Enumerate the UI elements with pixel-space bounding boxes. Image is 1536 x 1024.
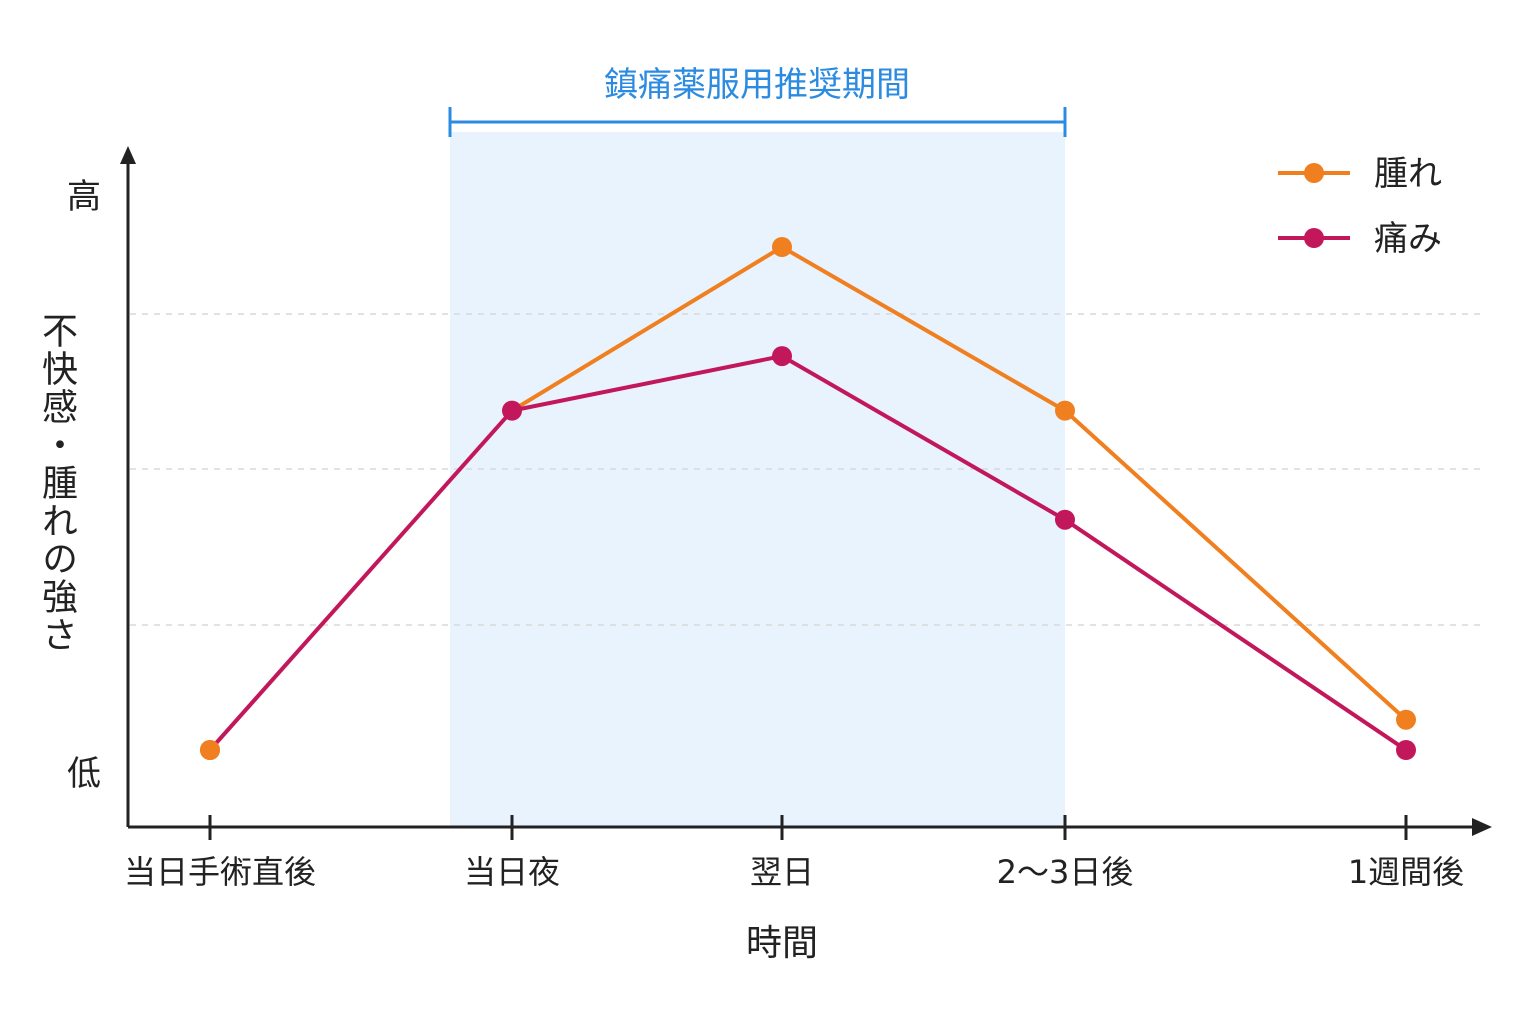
x-ticks: 当日手術直後 当日夜 翌日 2〜3日後 1週間後 (124, 815, 1464, 891)
highlight-band (450, 132, 1065, 827)
gridlines (130, 313, 1480, 626)
x-tick-label: 当日夜 (464, 853, 560, 891)
x-tick-label: 翌日 (750, 853, 814, 891)
legend-marker (1304, 228, 1324, 248)
data-point-pain (1396, 740, 1416, 760)
y-tick-high: 高 (67, 177, 101, 217)
x-axis-arrow (1472, 818, 1492, 836)
highlight-label: 鎮痛薬服用推奨期間 (604, 65, 910, 105)
data-point-swelling (200, 740, 220, 760)
y-axis-arrow (120, 146, 136, 164)
legend-marker (1304, 163, 1324, 183)
legend-label: 痛み (1374, 219, 1442, 259)
x-tick-label: 2〜3日後 (997, 853, 1134, 891)
data-point-pain (1055, 509, 1075, 530)
data-point-swelling (1396, 709, 1416, 730)
y-tick-low: 低 (67, 754, 101, 794)
series-line-swelling (510, 245, 1408, 722)
x-axis-title: 時間 (746, 923, 818, 964)
data-point-pain (772, 346, 792, 367)
x-tick-label: 1週間後 (1348, 853, 1464, 891)
y-axis-title: 不快感・腫れの強さ (36, 312, 77, 654)
data-point-pain (502, 400, 522, 421)
series-layer (200, 237, 1416, 760)
x-tick-label: 当日手術直後 (124, 853, 316, 891)
data-point-swelling (1055, 400, 1075, 421)
data-point-swelling (772, 237, 792, 257)
legend-label: 腫れ (1374, 154, 1442, 194)
